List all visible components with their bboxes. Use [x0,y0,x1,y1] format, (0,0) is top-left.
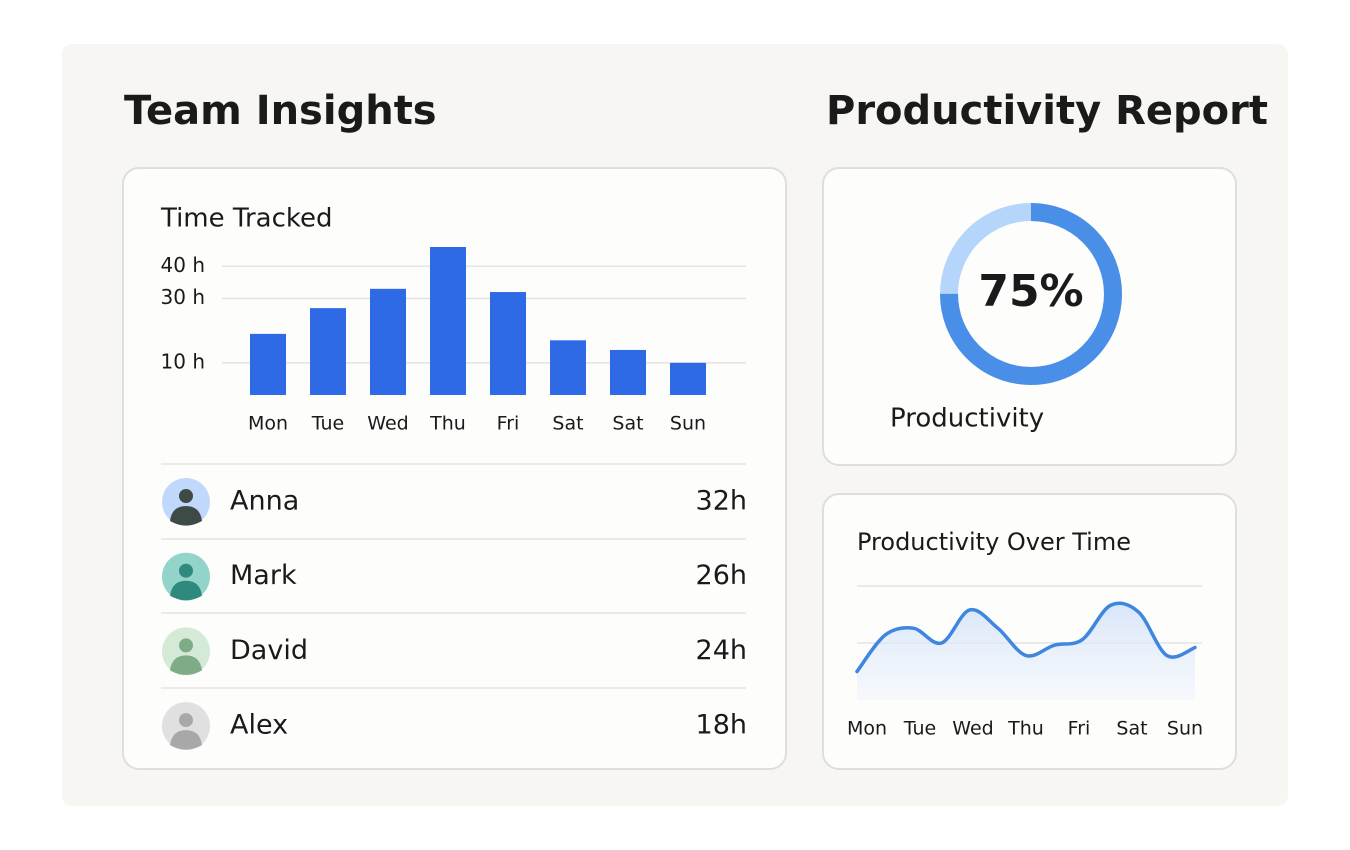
chart-title: Productivity Over Time [857,528,1131,556]
member-name: Mark [230,560,297,591]
y-tick-label: 10 h [161,349,205,373]
bar [610,349,646,395]
avatar-body [170,655,202,675]
x-tick-label: Sat [552,413,583,435]
y-tick-label: 40 h [161,253,205,277]
section-title: Team Insights [124,88,437,134]
avatar-body [170,506,202,526]
x-tick-label: Tue [903,718,936,740]
x-tick-label: Sun [1167,718,1203,740]
area [857,603,1195,700]
bar [490,292,526,395]
x-tick-label: Wed [952,718,993,740]
x-tick-label: Fri [1068,718,1091,740]
x-tick-label: Mon [248,413,288,435]
x-tick-label: Thu [429,413,466,435]
line [855,601,1197,674]
x-tick-label: Mon [847,718,887,740]
avatar-body [170,580,202,601]
bar [370,288,406,395]
bar [430,247,466,395]
member-hours: 32h [696,486,747,517]
bar [670,362,706,395]
avatar-head [179,638,193,653]
bar [310,308,346,395]
avatar-body [170,730,202,750]
avatar-head [179,489,193,503]
chart-title: Time Tracked [160,204,333,234]
donut-caption: Productivity [890,404,1044,434]
bar [250,333,286,395]
bar [550,340,586,395]
member-hours: 26h [696,560,747,591]
y-tick-label: 30 h [161,285,205,309]
donut-arc [940,203,1122,385]
x-tick-label: Wed [367,413,408,435]
x-tick-label: Sun [670,413,706,435]
x-tick-label: Tue [311,413,344,435]
member-name: Anna [230,486,299,517]
member-name: Alex [230,710,288,741]
donut-label: 75% [978,266,1083,317]
x-tick-label: Sat [1116,718,1147,740]
x-tick-label: Thu [1007,718,1044,740]
x-tick-label: Sat [612,413,643,435]
card [822,167,1237,466]
x-tick-label: Fri [497,413,520,435]
member-hours: 24h [696,635,747,666]
avatar-head [179,713,193,728]
member-name: David [230,635,308,666]
member-hours: 18h [696,710,747,741]
avatar-head [179,563,193,578]
card [822,493,1237,770]
section-title: Productivity Report [826,88,1268,134]
card [122,167,787,770]
